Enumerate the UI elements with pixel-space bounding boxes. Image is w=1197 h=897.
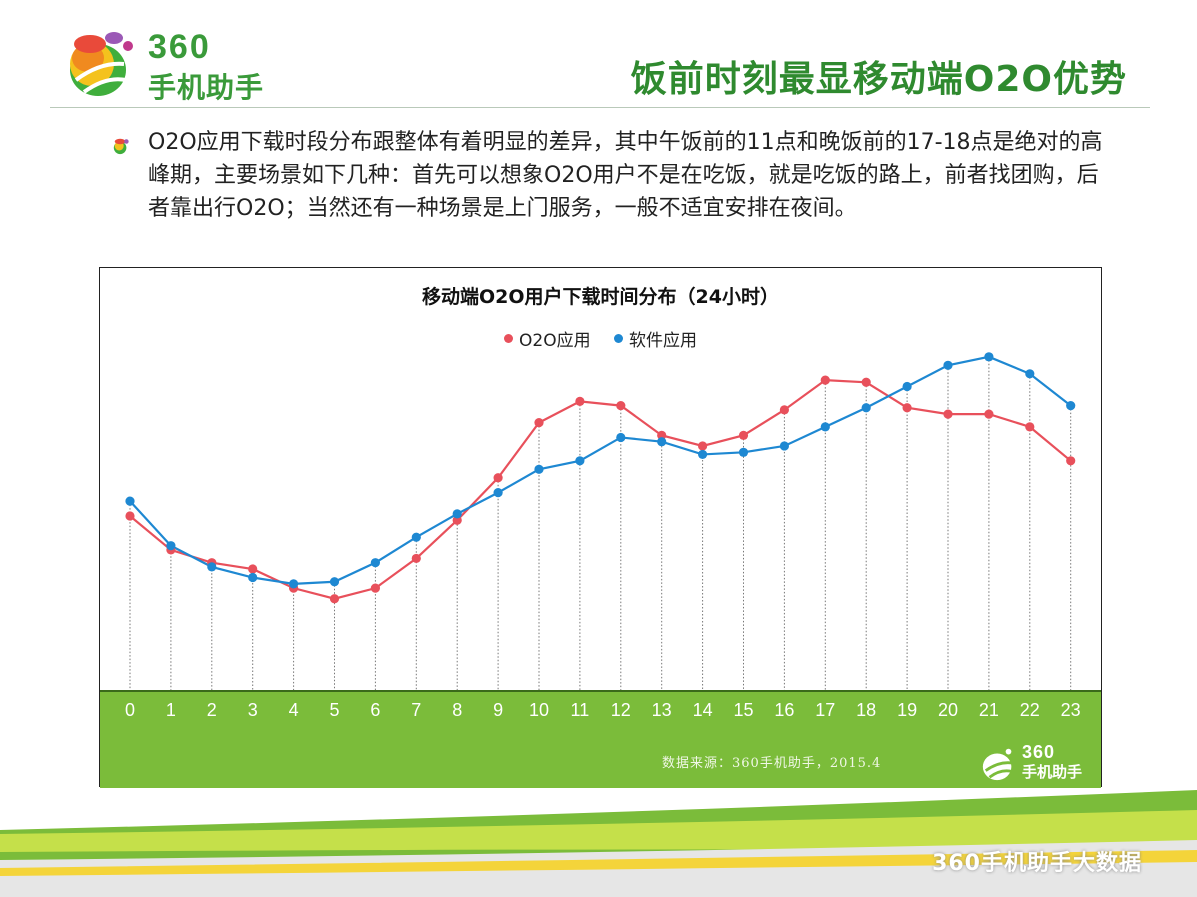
x-tick-label: 1	[166, 700, 176, 720]
data-point	[534, 464, 544, 474]
band-logo: 360 手机助手	[980, 742, 1096, 786]
x-tick-label: 6	[370, 700, 380, 720]
data-point	[493, 488, 503, 498]
data-point	[166, 541, 176, 551]
data-point	[779, 405, 790, 415]
source-note: 数据来源：360手机助手，2015.4	[662, 756, 882, 771]
x-tick-label: 2	[207, 700, 217, 720]
legend-label-software: 软件应用	[628, 331, 697, 351]
logo-number: 360	[148, 28, 211, 66]
x-tick-label: 15	[733, 700, 753, 720]
band-logo-number: 360	[1022, 742, 1056, 762]
x-tick-label: 18	[856, 700, 876, 720]
x-tick-label: 11	[571, 700, 590, 720]
data-point	[411, 532, 421, 542]
data-point	[861, 377, 871, 387]
axis-band: 数据来源：360手机助手，2015.4 360 手机助手	[100, 690, 1101, 788]
data-point	[575, 396, 585, 406]
data-point	[329, 577, 340, 587]
data-point	[902, 403, 912, 413]
data-point	[493, 473, 503, 483]
data-point	[820, 422, 830, 432]
logo-mark-icon	[70, 32, 133, 96]
x-tick-label: 17	[815, 700, 835, 720]
data-point	[370, 583, 380, 593]
data-point	[698, 441, 708, 451]
data-point	[902, 381, 912, 392]
data-point	[534, 418, 544, 428]
brand-logo: 360 手机助手	[62, 22, 292, 106]
data-point	[1066, 456, 1076, 466]
footer-watermark: 360手机助手大数据	[932, 851, 1142, 876]
data-point	[411, 553, 421, 564]
x-tick-label: 12	[611, 700, 631, 720]
x-tick-label: 14	[693, 700, 713, 720]
chart-title: 移动端O2O用户下载时间分布（24小时）	[422, 286, 779, 308]
x-tick-label: 10	[529, 700, 549, 720]
data-point	[452, 509, 462, 519]
data-point	[698, 449, 708, 460]
page-title: 饭前时刻最显移动端O2O优势	[630, 59, 1127, 100]
chart-legend: O2O应用 软件应用	[100, 326, 1101, 351]
x-tick-label: 8	[452, 700, 462, 720]
data-point	[575, 456, 585, 466]
data-point	[248, 572, 258, 583]
legend-item-o2o: O2O应用	[504, 326, 591, 351]
logo-name: 手机助手	[148, 71, 265, 104]
x-tick-label: 4	[289, 700, 299, 720]
data-point	[616, 401, 626, 411]
series-line-0	[129, 379, 1072, 600]
data-point	[984, 352, 994, 362]
data-point	[738, 447, 749, 457]
data-point	[370, 558, 380, 568]
data-point	[1025, 369, 1035, 379]
band-logo-icon	[982, 748, 1013, 781]
legend-dot-icon	[504, 334, 513, 343]
data-point	[861, 403, 871, 413]
data-point	[657, 430, 667, 440]
x-tick-label: 16	[774, 700, 794, 720]
data-point	[248, 564, 258, 574]
data-point	[452, 515, 462, 525]
x-tick-label: 3	[248, 700, 258, 720]
data-point	[125, 511, 135, 521]
data-point	[943, 409, 953, 419]
x-tick-label: 13	[652, 700, 672, 720]
legend-item-software: 软件应用	[613, 326, 697, 351]
x-tick-label: 9	[493, 700, 503, 720]
data-point	[125, 496, 135, 506]
band-logo-name: 手机助手	[1022, 763, 1083, 781]
data-point	[329, 594, 340, 604]
data-point	[616, 432, 626, 443]
legend-label-o2o: O2O应用	[519, 331, 591, 351]
header-divider	[50, 107, 1150, 108]
series-line-1	[129, 355, 1072, 585]
legend-dot-icon	[613, 334, 623, 343]
data-point	[1025, 422, 1035, 432]
x-tick-label: 23	[1061, 700, 1081, 720]
footer-swoosh	[0, 790, 1197, 897]
x-tick-label: 19	[897, 700, 917, 720]
data-point	[207, 562, 217, 572]
x-tick-label: 5	[329, 700, 339, 720]
data-point	[1066, 401, 1076, 411]
data-point	[738, 430, 749, 440]
data-point	[779, 441, 790, 451]
data-point	[657, 437, 667, 447]
data-point	[984, 409, 994, 419]
x-tick-label: 20	[938, 700, 958, 720]
x-tick-label: 21	[979, 700, 999, 720]
x-tick-label: 0	[125, 700, 135, 720]
line-chart: 0 1 2 3 4 5 6 7 8 9 10 11 12 13 14 15 16 17 18 19 20 21 22 23	[125, 352, 1081, 720]
x-tick-label: 7	[411, 700, 421, 720]
x-tick-label: 22	[1020, 700, 1040, 720]
bullet-logo-icon	[113, 138, 129, 155]
bullet-text: O2O应用下载时段分布跟整体有着明显的差异，其中午饭前的11点和晚饭前的17-1…	[148, 130, 1103, 221]
data-point	[943, 360, 953, 370]
data-point	[820, 375, 830, 385]
data-point	[289, 579, 299, 589]
